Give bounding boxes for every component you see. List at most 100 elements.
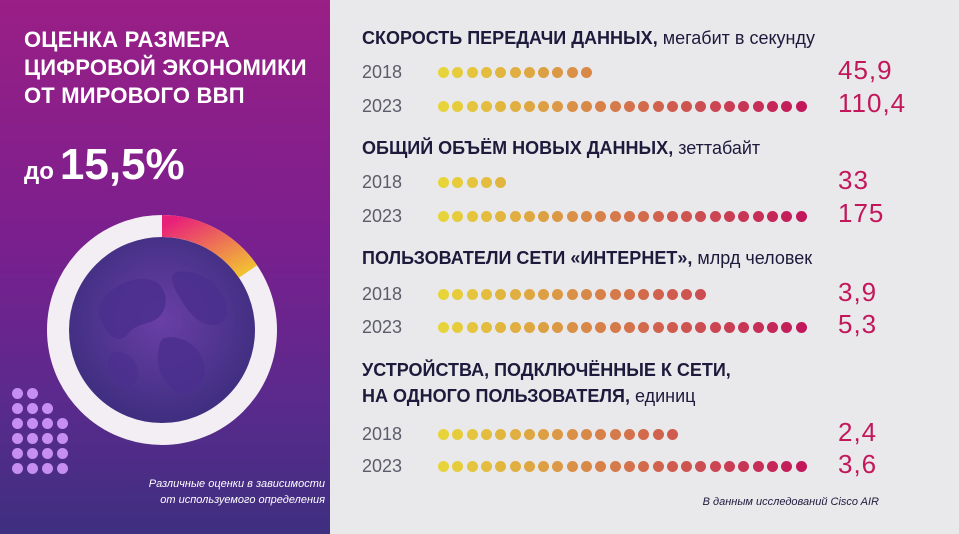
value-dot: [595, 429, 607, 440]
data-volume-year-2023: 2023: [362, 206, 403, 226]
value-dot: [438, 461, 449, 472]
decor-dot: [42, 448, 53, 459]
value-dot: [681, 461, 693, 472]
value-dot: [509, 289, 521, 300]
source-note: В данным исследований Cisco AIR: [702, 496, 879, 508]
value-dot: [581, 322, 592, 333]
value-dot: [738, 461, 750, 472]
value-dot: [766, 211, 778, 222]
value-dot: [466, 289, 478, 300]
value-dot: [509, 211, 521, 222]
value-dot: [538, 322, 550, 333]
value-dot: [495, 461, 507, 472]
value-dot: [438, 67, 449, 78]
value-dot: [552, 101, 564, 112]
value-dot: [695, 322, 707, 333]
value-dot: [709, 211, 721, 222]
value-dot: [480, 211, 492, 222]
value-dot: [638, 461, 650, 472]
value-dot: [566, 101, 578, 112]
value-dot: [695, 101, 707, 112]
value-dot: [552, 289, 564, 300]
decor-dot: [57, 433, 68, 444]
value-dot: [666, 429, 678, 440]
value-dot: [738, 322, 750, 333]
value-dot: [552, 67, 564, 78]
value-dot: [480, 429, 492, 440]
value-dot: [523, 461, 535, 472]
economy-title-line-2: ЦИФРОВОЙ ЭКОНОМИКИ: [24, 55, 307, 80]
value-dot: [623, 429, 635, 440]
value-dot: [724, 211, 735, 222]
value-dot: [623, 289, 635, 300]
value-dot: [638, 289, 650, 300]
value-dot: [581, 289, 592, 300]
value-dot: [466, 177, 478, 188]
decor-dot: [57, 418, 68, 429]
value-dot: [752, 211, 764, 222]
decor-dot: [57, 448, 68, 459]
value-dot: [452, 101, 464, 112]
value-dot: [495, 289, 507, 300]
decor-dot: [12, 448, 23, 459]
value-dot: [781, 461, 793, 472]
devices-unit: единиц: [635, 386, 696, 406]
gdp-share-estimate: до 15,5%: [24, 140, 185, 190]
value-dot: [480, 67, 492, 78]
value-dot: [581, 211, 592, 222]
value-dot: [495, 429, 507, 440]
value-dot: [681, 211, 693, 222]
value-dot: [581, 461, 592, 472]
value-dot: [566, 211, 578, 222]
value-dot: [609, 101, 621, 112]
economy-title-line-1: ОЦЕНКА РАЗМЕРА: [24, 27, 231, 52]
value-dot: [666, 101, 678, 112]
value-dot: [652, 429, 664, 440]
value-dot: [438, 101, 449, 112]
value-dot: [480, 177, 492, 188]
value-dot: [552, 322, 564, 333]
devices-title-line-1: УСТРОЙСТВА, ПОДКЛЮЧЁННЫЕ К СЕТИ,: [362, 360, 731, 380]
value-dot: [509, 101, 521, 112]
devices-value-2018: 2,4: [838, 417, 878, 447]
devices-value-2023: 3,6: [838, 449, 878, 479]
value-dot: [709, 322, 721, 333]
value-dot: [452, 67, 464, 78]
value-dot: [595, 211, 607, 222]
internet-users-year-2018: 2018: [362, 284, 403, 304]
left-panel: ОЦЕНКА РАЗМЕРА ЦИФРОВОЙ ЭКОНОМИКИ ОТ МИР…: [0, 0, 330, 534]
value-dot: [466, 429, 478, 440]
value-dot: [466, 461, 478, 472]
value-dot: [452, 322, 464, 333]
value-dot: [523, 211, 535, 222]
footnote-line-1: Различные оценки в зависимости: [148, 478, 325, 490]
decor-dot: [27, 403, 38, 414]
value-dot: [466, 67, 478, 78]
value-dot: [438, 429, 449, 440]
value-dot: [495, 101, 507, 112]
value-dot: [738, 211, 750, 222]
donut-share-slice: [161, 215, 258, 279]
value-dot: [781, 322, 793, 333]
estimate-prefix: до: [24, 158, 54, 185]
decor-dot: [12, 418, 23, 429]
value-dot: [766, 322, 778, 333]
decor-dot: [27, 448, 38, 459]
data-volume-value-2018: 33: [838, 165, 869, 195]
speed-value-2018: 45,9: [838, 55, 893, 85]
value-dot: [724, 461, 735, 472]
value-dot: [681, 289, 693, 300]
value-dot: [538, 429, 550, 440]
speed-unit: мегабит в секунду: [662, 28, 815, 48]
value-dot: [509, 322, 521, 333]
estimate-value: 15,5%: [59, 140, 185, 189]
value-dot: [652, 322, 664, 333]
speed-value-2023: 110,4: [838, 88, 907, 118]
value-dot: [552, 211, 564, 222]
value-dot: [795, 211, 807, 222]
value-dot: [566, 289, 578, 300]
value-dot: [566, 429, 578, 440]
speed-year-2023: 2023: [362, 96, 403, 116]
value-dot: [724, 322, 735, 333]
value-dot: [781, 101, 793, 112]
